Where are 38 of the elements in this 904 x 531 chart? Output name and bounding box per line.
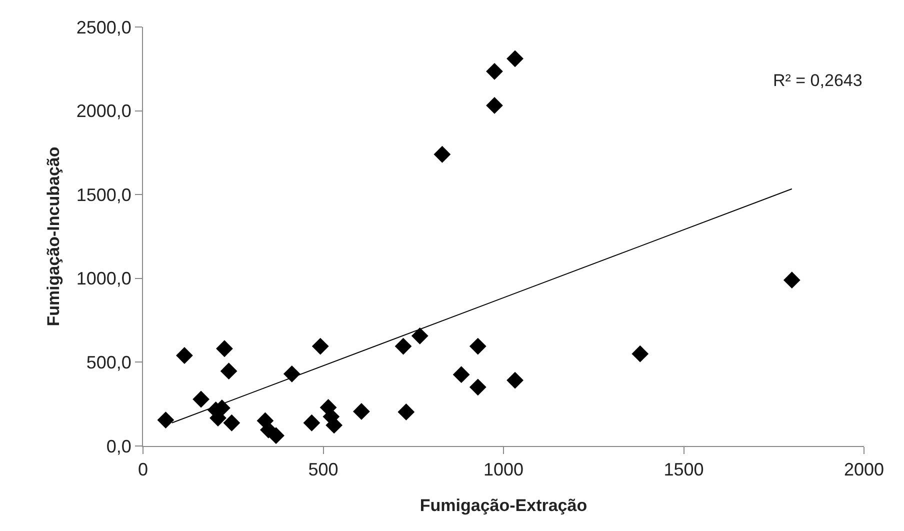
x-tick-label: 0 xyxy=(138,460,148,480)
point xyxy=(469,378,486,396)
point xyxy=(411,327,428,344)
point xyxy=(192,390,210,408)
y-tick-label: 2500,0 xyxy=(76,17,132,38)
point xyxy=(486,96,503,114)
point xyxy=(394,338,412,355)
point xyxy=(452,366,470,384)
x-tick-label: 2000 xyxy=(844,460,884,480)
point xyxy=(216,340,233,358)
point xyxy=(506,50,524,68)
point xyxy=(220,362,238,380)
y-tick-label: 500,0 xyxy=(86,352,132,372)
x-tick-label: 1500 xyxy=(664,460,704,480)
y-tick-label: 1500,0 xyxy=(76,184,132,205)
point xyxy=(632,345,649,362)
point xyxy=(486,62,503,80)
point xyxy=(157,412,174,428)
point xyxy=(353,403,370,420)
point xyxy=(783,272,800,289)
point xyxy=(312,338,329,355)
point xyxy=(268,427,284,444)
point xyxy=(469,338,486,355)
y-tick-label: 0,0 xyxy=(106,436,132,456)
x-tick-label: 500 xyxy=(308,460,338,480)
point xyxy=(434,146,451,163)
y-axis-title: Fumigação-Incubação xyxy=(44,146,63,326)
point xyxy=(303,414,320,432)
point xyxy=(223,414,240,432)
x-tick-label: 1000 xyxy=(483,460,524,480)
point xyxy=(176,347,193,364)
annotation: R² = 0,2643 xyxy=(773,71,862,90)
point xyxy=(283,365,300,382)
y-tick-label: 2000,0 xyxy=(76,101,132,122)
point xyxy=(398,404,415,420)
point xyxy=(506,372,524,389)
y-tick-label: 1000,0 xyxy=(76,268,132,289)
x-axis-title: Fumigação-Extração xyxy=(420,496,588,515)
